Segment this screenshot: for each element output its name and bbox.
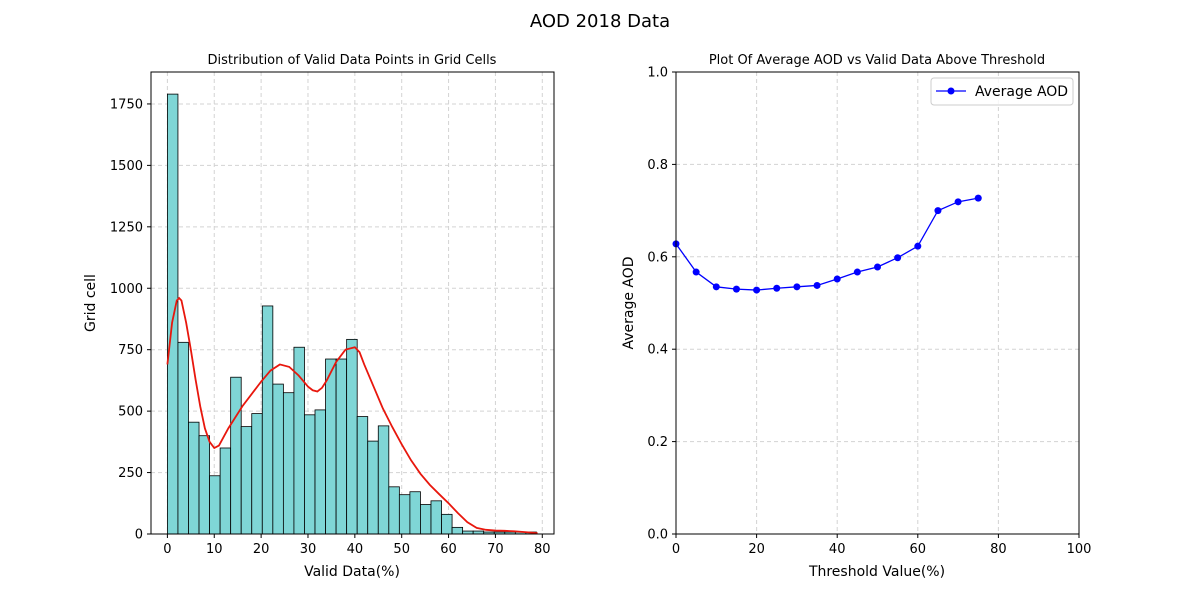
histogram-bar [420, 504, 432, 535]
histogram-bar [177, 341, 189, 535]
histogram-bar [282, 392, 295, 535]
x-tick-label: 0 [672, 542, 680, 557]
histogram-title: Distribution of Valid Data Points in Gri… [208, 53, 497, 68]
figure-suptitle: AOD 2018 Data [530, 11, 670, 32]
average-aod-markers [672, 194, 982, 294]
data-point [954, 198, 962, 206]
x-tick-label: 40 [829, 542, 846, 557]
x-tick-label: 100 [1067, 542, 1092, 557]
histogram-bar [388, 486, 400, 535]
histogram-bar [304, 414, 316, 535]
kde-curve [166, 296, 538, 535]
data-point [773, 284, 781, 292]
data-point [874, 263, 881, 271]
y-tick-label: 0.2 [647, 435, 668, 450]
line-chart-x-axis-label: Threshold Value(%) [808, 564, 945, 580]
y-tick-label: 1.0 [647, 66, 668, 81]
y-tick-label: 750 [118, 343, 143, 358]
data-point [692, 268, 700, 276]
line-chart-x-ticks: 0 20 40 60 80 100 [672, 534, 1092, 557]
histogram-bar [346, 338, 358, 535]
histogram-x-ticks: 0 10 20 30 40 50 60 70 80 [163, 534, 551, 557]
line-chart-y-ticks: 0.0 0.2 0.4 0.6 0.8 1.0 [647, 66, 676, 543]
histogram-bar [230, 376, 242, 535]
data-point [712, 283, 720, 291]
data-point [974, 194, 982, 202]
histogram-bar [335, 358, 348, 535]
data-point [894, 254, 902, 262]
y-tick-label: 0.4 [647, 343, 668, 358]
x-tick-label: 60 [910, 542, 927, 557]
x-tick-label: 50 [393, 542, 410, 557]
histogram-bar [441, 513, 453, 535]
histogram-bar [451, 526, 464, 535]
line-chart: Plot Of Average AOD vs Valid Data Above … [621, 53, 1091, 580]
data-point [934, 207, 942, 215]
legend-box [930, 77, 1074, 106]
data-point [753, 286, 761, 294]
histogram-bars [167, 93, 537, 535]
line-chart-y-axis-label: Average AOD [621, 256, 637, 349]
x-tick-label: 80 [534, 542, 551, 557]
x-tick-label: 70 [487, 542, 504, 557]
data-point [833, 275, 841, 283]
y-tick-label: 500 [118, 405, 143, 420]
line-chart-plot-frame [675, 71, 1080, 535]
histogram-bar [219, 447, 232, 535]
histogram-bar [325, 358, 337, 535]
x-tick-label: 0 [163, 542, 171, 557]
histogram-bar [377, 425, 390, 535]
line-chart-legend: Average AOD [930, 77, 1074, 106]
y-tick-label: 1000 [110, 282, 143, 297]
y-tick-label: 0 [135, 528, 143, 543]
y-tick-label: 1500 [110, 159, 143, 174]
line-chart-title: Plot Of Average AOD vs Valid Data Above … [709, 53, 1045, 68]
histogram-bar [198, 435, 210, 535]
legend-marker-swatch [947, 87, 955, 95]
histogram-bar [272, 383, 284, 535]
y-tick-label: 1750 [110, 97, 143, 112]
data-point [914, 242, 922, 250]
histogram-bar [356, 416, 369, 535]
data-point [793, 283, 801, 291]
x-tick-label: 30 [300, 542, 317, 557]
y-tick-label: 0.0 [647, 528, 668, 543]
legend-entry-average-aod: Average AOD [975, 84, 1068, 100]
histogram-bar [261, 305, 274, 535]
histogram-x-axis-label: Valid Data(%) [304, 564, 400, 580]
x-tick-label: 60 [440, 542, 457, 557]
y-tick-label: 250 [118, 466, 143, 481]
histogram-bar [251, 413, 263, 535]
data-point [813, 281, 821, 289]
y-tick-label: 0.8 [647, 158, 668, 173]
x-tick-label: 10 [206, 542, 223, 557]
y-tick-label: 1250 [110, 220, 143, 235]
x-tick-label: 80 [990, 542, 1007, 557]
histogram-bar [188, 421, 200, 535]
data-point [853, 268, 861, 276]
histogram-bar [314, 409, 326, 535]
histogram-plot-frame [150, 71, 555, 535]
histogram-bar [209, 475, 221, 535]
histogram-chart: Distribution of Valid Data Points in Gri… [83, 53, 555, 580]
x-tick-label: 20 [253, 542, 270, 557]
data-point [732, 285, 740, 293]
histogram-bar [240, 426, 253, 535]
x-tick-label: 20 [748, 542, 765, 557]
histogram-bar [430, 500, 442, 535]
histogram-bar [398, 494, 411, 535]
x-tick-label: 40 [347, 542, 364, 557]
histogram-y-ticks: 0 250 500 750 1000 1250 1500 1750 [110, 97, 151, 543]
histogram-bar [409, 491, 421, 535]
histogram-y-axis-label: Grid cell [83, 274, 99, 332]
average-aod-line [675, 197, 979, 291]
histogram-bar [167, 93, 179, 535]
histogram-bar [367, 440, 379, 535]
y-tick-label: 0.6 [647, 250, 668, 265]
